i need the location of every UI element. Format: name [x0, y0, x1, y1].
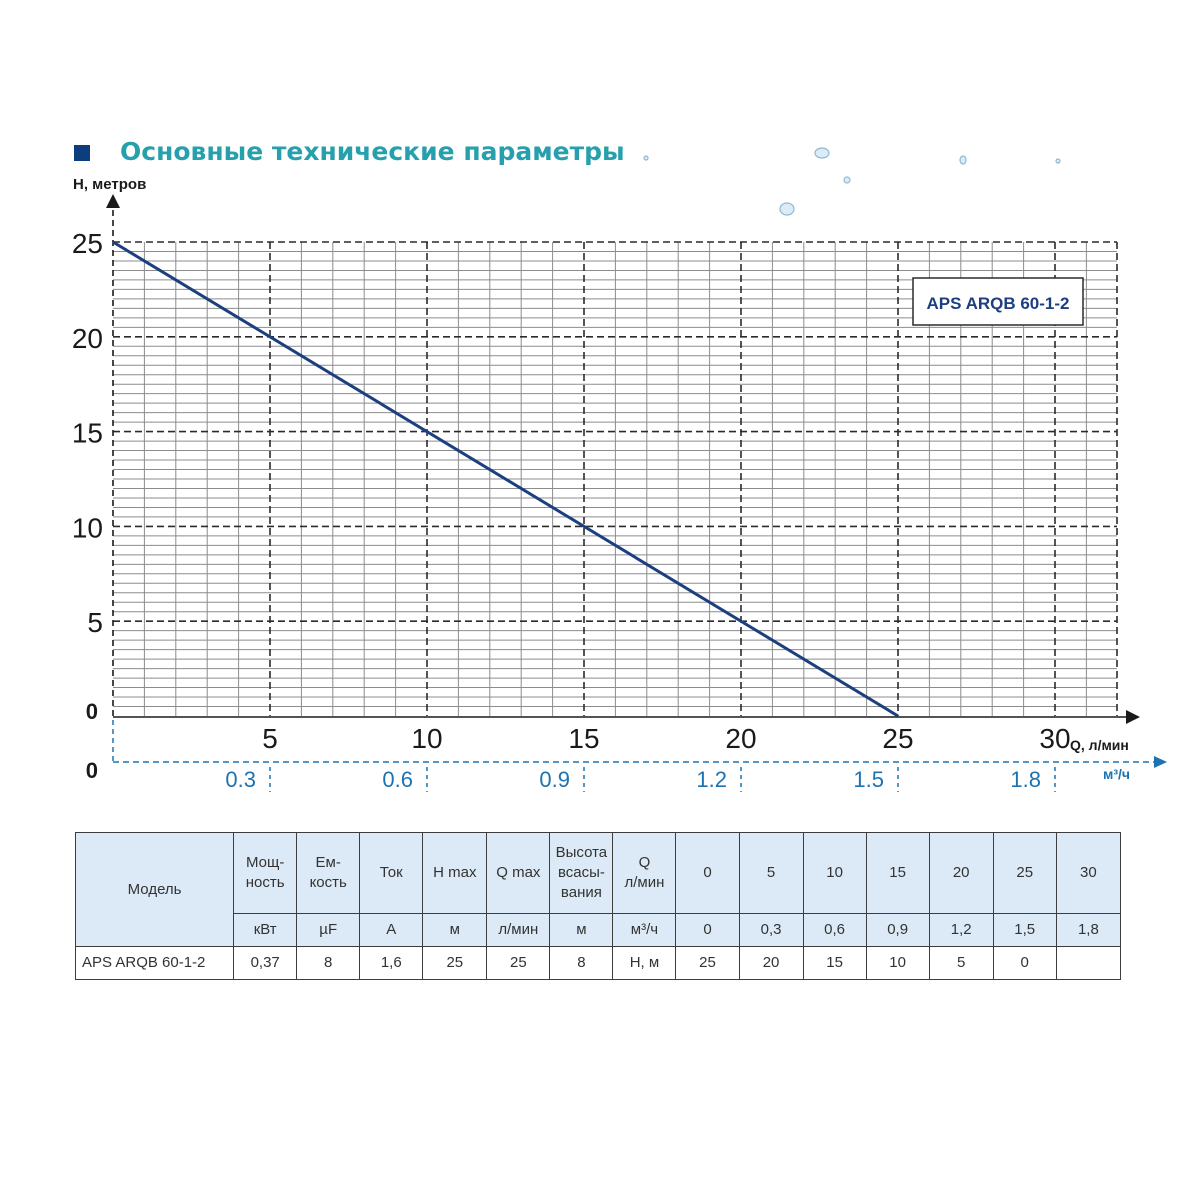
row-cell: 5 — [928, 946, 994, 980]
header-cell: Ток — [359, 832, 424, 914]
x-tick-label: 30 — [1039, 723, 1070, 754]
units-cell: µF — [296, 913, 361, 947]
section-title: Основные технические параметры — [120, 137, 625, 166]
header-cell: H max — [422, 832, 488, 914]
x-axis-label: Q, л/мин — [1070, 737, 1129, 753]
units-cell: А — [359, 913, 424, 947]
units-cell: 0 — [675, 913, 740, 947]
row-cell: APS ARQB 60-1-2 — [74, 946, 235, 980]
x-axis-arrow-icon — [1126, 710, 1140, 724]
row-cell: 15 — [802, 946, 867, 980]
row-cell: 0,37 — [233, 946, 298, 980]
y-axis-arrow-icon — [106, 194, 120, 208]
header-cell: 25 — [992, 832, 1057, 914]
y-tick-label: 10 — [72, 512, 103, 543]
units-cell: кВт — [233, 913, 298, 947]
x-tick-label: 25 — [882, 723, 913, 754]
header-cell: Ем- кость — [296, 832, 361, 914]
units-cell: м³/ч — [612, 913, 677, 947]
y-tick-label: 15 — [72, 418, 103, 449]
x-tick-label: 20 — [725, 723, 756, 754]
y-tick-label: 0 — [86, 699, 98, 724]
row-cell: 20 — [738, 946, 804, 980]
header-cell: Q л/мин — [612, 832, 677, 914]
row-cell: 10 — [865, 946, 930, 980]
pump-curve-chart: 0 5 10 15 20 25 5 10 15 20 25 30 0 0.3 0.6 0.9 1.2 1.5 1.8… — [72, 147, 1167, 792]
x2-tick-label: 0.3 — [225, 767, 256, 792]
title-square-icon — [74, 145, 90, 161]
y-tick-label: 20 — [72, 323, 103, 354]
x2-tick-label: 1.8 — [1010, 767, 1041, 792]
legend-label: APS ARQB 60-1-2 — [927, 294, 1070, 313]
water-drop-icon — [643, 155, 649, 161]
x2-tick-label: 0.6 — [382, 767, 413, 792]
model-header-cell: Модель — [74, 832, 235, 947]
header-cell: Высота всасы- вания — [549, 832, 614, 914]
legend-box — [912, 277, 1084, 326]
units-cell: м — [549, 913, 614, 947]
row-cell: 25 — [422, 946, 488, 980]
header-cell: 15 — [865, 832, 930, 914]
header-cell: 10 — [802, 832, 867, 914]
spec-table: Модель Мощ- ность Ем- кость Ток H max Q max Вы… — [74, 832, 1122, 980]
table-header-row: Модель Мощ- ность Ем- кость Ток H max Q max Вы… — [74, 832, 1122, 947]
x2-tick-label: 1.2 — [696, 767, 727, 792]
table-row: APS ARQB 60-1-2 0,37 8 1,6 25 25 8 H, м 25 20 15 10… — [74, 946, 1122, 980]
x2-tick-label: 0.9 — [539, 767, 570, 792]
row-cell: 0 — [992, 946, 1057, 980]
row-cell: 25 — [486, 946, 551, 980]
header-cell: 20 — [928, 832, 994, 914]
row-cell: 25 — [675, 946, 740, 980]
water-drop-icon — [1055, 158, 1061, 164]
row-cell: 8 — [296, 946, 361, 980]
x2-axis-label: м³/ч — [1103, 766, 1130, 782]
y-tick-label: 5 — [87, 607, 103, 638]
row-cell: 1,6 — [359, 946, 424, 980]
water-drop-icon — [959, 155, 967, 165]
water-drop-icon — [843, 176, 851, 184]
water-drop-icon — [814, 147, 830, 159]
x-tick-label: 5 — [262, 723, 278, 754]
header-cell: 30 — [1055, 832, 1122, 914]
row-cell: 8 — [549, 946, 614, 980]
x2-zero-label: 0 — [86, 758, 98, 783]
water-drops-decoration — [643, 147, 1061, 216]
units-cell: 0,6 — [802, 913, 867, 947]
row-cell: H, м — [612, 946, 677, 980]
header-cell: Q max — [486, 832, 551, 914]
x-tick-label: 10 — [411, 723, 442, 754]
units-cell: 0,3 — [738, 913, 804, 947]
y-tick-label: 25 — [72, 228, 103, 259]
units-cell: 0,9 — [865, 913, 930, 947]
water-drop-icon — [779, 202, 795, 216]
row-cell — [1055, 946, 1122, 980]
legend: APS ARQB 60-1-2 — [912, 277, 1084, 326]
units-cell: 1,8 — [1055, 913, 1122, 947]
x-tick-label: 15 — [568, 723, 599, 754]
y-axis-label: H, метров — [73, 176, 146, 193]
units-cell: л/мин — [486, 913, 551, 947]
x2-tick-label: 1.5 — [853, 767, 884, 792]
units-cell: м — [422, 913, 488, 947]
units-cell: 1,5 — [992, 913, 1057, 947]
series-line — [112, 240, 899, 718]
header-cell: 0 — [675, 832, 740, 914]
units-cell: 1,2 — [928, 913, 994, 947]
header-cell: Мощ- ность — [233, 832, 298, 914]
grid — [113, 241, 1118, 716]
header-cell: 5 — [738, 832, 804, 914]
x2-axis-arrow-icon — [1154, 756, 1167, 768]
